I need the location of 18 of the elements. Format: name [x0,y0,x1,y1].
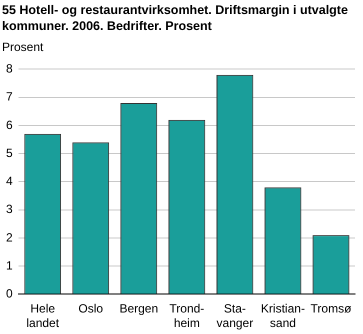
y-tick-label: 0 [6,286,13,301]
y-tick-label: 5 [6,146,13,160]
x-tick-label: Oslo [78,302,104,316]
y-tick-label: 1 [6,258,13,272]
x-tick-label: Trond- heim [169,302,204,330]
chart-title: 55 Hotell- og restaurantvirksomhet. Driftsmargin i utvalgte kommuner. 2006. Bedrifter. Prosent [1,2,349,35]
y-tick-label: 6 [6,118,13,132]
x-tick-label: Kristian- sand [260,302,305,330]
y-tick-label: 8 [6,62,13,76]
y-tick-label: 7 [6,90,13,104]
y-axis-title: Prosent [1,40,44,56]
y-tick-label: 2 [6,230,13,244]
y-tick-label: 3 [6,202,13,216]
y-tick-label: 4 [6,174,13,188]
x-tick-label: Tromsø [310,302,352,316]
x-tick-label: Sta- vanger [216,302,254,330]
x-tick-label: Hele landet [26,302,60,330]
x-tick-label: Bergen [119,302,158,316]
